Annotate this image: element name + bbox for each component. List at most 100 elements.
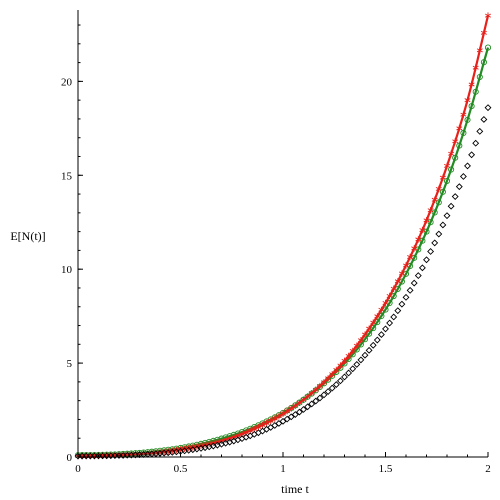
series-line — [77, 47, 490, 457]
data-point — [349, 347, 356, 355]
data-point — [452, 154, 459, 161]
data-point — [394, 307, 402, 315]
data-point — [337, 362, 344, 369]
data-point — [312, 386, 319, 393]
data-point — [439, 188, 446, 195]
data-point — [464, 162, 471, 170]
data-point — [357, 356, 365, 364]
x-tick-label: 1 — [280, 463, 286, 475]
data-point — [324, 388, 332, 395]
x-tick-label: 0.5 — [174, 463, 188, 475]
data-point — [341, 357, 348, 365]
series-3 — [74, 104, 492, 460]
data-point — [398, 300, 406, 308]
data-point — [279, 417, 287, 425]
data-point — [332, 381, 340, 389]
data-point — [304, 393, 311, 400]
data-point — [443, 212, 451, 220]
data-point — [234, 432, 241, 439]
data-point — [427, 219, 434, 226]
data-point — [370, 319, 377, 326]
data-point — [431, 209, 438, 216]
data-point — [312, 397, 320, 405]
y-tick-label: 10 — [61, 264, 73, 276]
data-point — [300, 406, 307, 413]
data-point — [431, 239, 439, 247]
data-point — [418, 264, 426, 272]
data-point — [378, 306, 385, 313]
data-point — [386, 292, 393, 300]
data-point — [353, 342, 360, 349]
series-layer — [74, 12, 492, 460]
data-point — [382, 306, 389, 313]
data-point — [300, 396, 307, 403]
series-2 — [75, 12, 491, 460]
data-point — [316, 382, 323, 390]
data-point — [321, 379, 327, 386]
data-point — [435, 185, 442, 193]
data-point — [480, 116, 488, 123]
data-point — [419, 226, 426, 234]
data-point — [435, 199, 442, 206]
data-point — [365, 346, 373, 354]
data-point — [407, 253, 414, 261]
data-point — [386, 299, 393, 306]
data-point — [366, 325, 373, 332]
data-point — [382, 299, 389, 307]
data-point — [472, 88, 479, 95]
data-point — [222, 436, 229, 443]
data-point — [361, 351, 369, 359]
data-point — [308, 400, 316, 408]
data-point — [362, 331, 368, 338]
data-point — [455, 183, 463, 191]
data-point — [341, 373, 348, 381]
data-point — [373, 336, 381, 344]
x-tick-label: 0 — [75, 463, 81, 475]
data-point — [456, 142, 463, 149]
data-point — [308, 389, 315, 397]
data-point — [435, 230, 443, 238]
data-point — [414, 272, 422, 280]
data-point — [452, 138, 459, 145]
data-point — [464, 116, 471, 123]
data-point — [443, 177, 451, 184]
data-point — [448, 166, 455, 173]
data-point — [431, 196, 438, 203]
data-point — [427, 248, 435, 255]
y-tick-label: 15 — [61, 170, 73, 182]
data-point — [484, 44, 492, 51]
y-tick-label: 20 — [61, 76, 73, 88]
data-point — [218, 437, 225, 444]
data-point — [427, 207, 434, 214]
data-point — [296, 399, 303, 406]
data-point — [447, 202, 455, 210]
data-point — [390, 285, 397, 292]
data-point — [283, 415, 291, 423]
x-tick-label: 1.5 — [379, 463, 393, 475]
data-point — [423, 217, 430, 224]
data-point — [390, 313, 398, 321]
data-point — [349, 365, 357, 373]
data-point — [329, 371, 336, 378]
data-point — [456, 125, 463, 132]
data-point — [472, 139, 480, 147]
data-point — [444, 162, 450, 170]
data-point — [415, 236, 422, 243]
data-point — [423, 256, 430, 264]
data-point — [402, 293, 410, 301]
data-point — [377, 331, 385, 339]
data-point — [480, 59, 487, 66]
data-point — [292, 402, 299, 409]
data-point — [374, 313, 381, 320]
data-point — [472, 64, 479, 71]
data-point — [459, 173, 467, 180]
series-line — [77, 15, 490, 458]
data-point — [460, 129, 467, 137]
data-point — [448, 150, 455, 157]
data-point — [394, 285, 401, 292]
data-point — [369, 341, 377, 349]
data-point — [316, 394, 324, 402]
data-point — [411, 245, 418, 252]
data-point — [394, 278, 401, 285]
